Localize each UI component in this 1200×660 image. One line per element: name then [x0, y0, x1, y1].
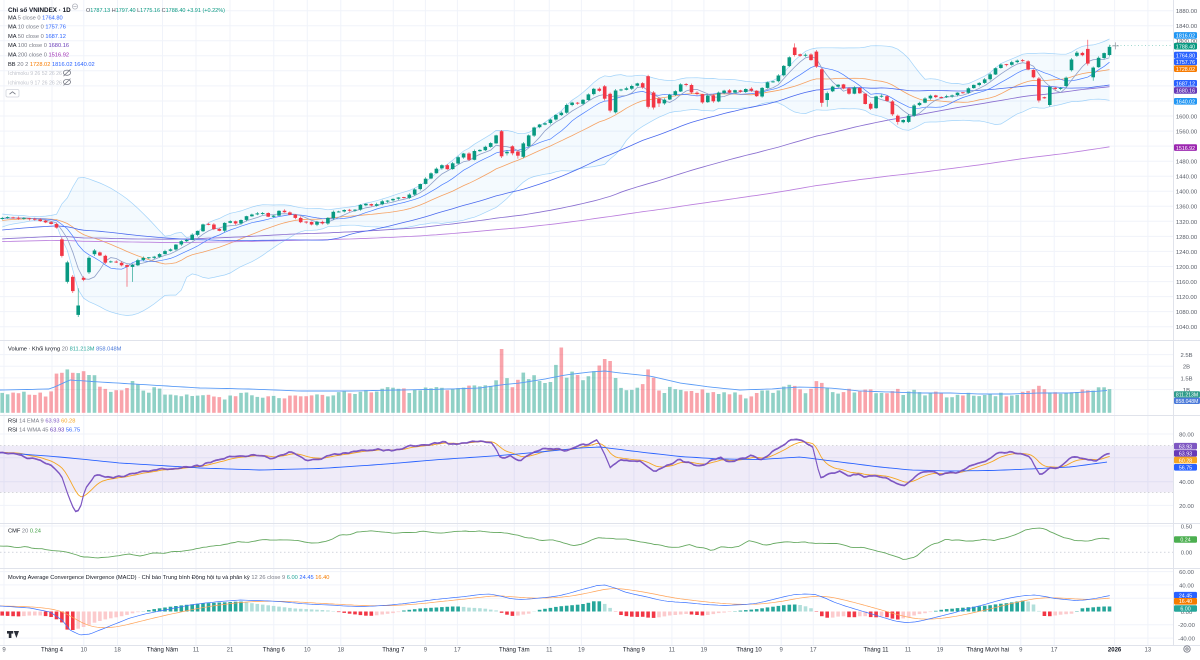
svg-text:1080.00: 1080.00: [1176, 310, 1198, 316]
svg-text:1240.00: 1240.00: [1176, 250, 1198, 256]
svg-text:RSI 14 WMA 45 63.93 56.75: RSI 14 WMA 45 63.93 56.75: [8, 427, 80, 433]
svg-text:0.24: 0.24: [1180, 538, 1190, 544]
svg-text:1B: 1B: [1183, 388, 1190, 394]
svg-text:17: 17: [454, 648, 461, 654]
svg-text:Tháng Tám: Tháng Tám: [499, 648, 530, 654]
svg-text:1360.00: 1360.00: [1176, 205, 1198, 211]
svg-text:0.50: 0.50: [1181, 524, 1193, 530]
svg-text:1120.00: 1120.00: [1176, 295, 1198, 301]
svg-text:1816.02: 1816.02: [1176, 34, 1195, 40]
svg-text:21: 21: [227, 648, 234, 654]
svg-text:1840.00: 1840.00: [1176, 24, 1198, 30]
svg-text:0.00: 0.00: [1181, 551, 1193, 557]
svg-text:1280.00: 1280.00: [1176, 235, 1198, 241]
svg-text:858.048M: 858.048M: [1176, 399, 1199, 405]
svg-text:Tháng 6: Tháng 6: [263, 648, 286, 654]
svg-text:9: 9: [1019, 648, 1023, 654]
svg-text:Ichimoku 9 17 26 26 26: Ichimoku 9 17 26 26 26: [8, 80, 62, 86]
svg-text:63.93: 63.93: [1179, 444, 1192, 450]
svg-text:13: 13: [1145, 648, 1152, 654]
svg-text:2B: 2B: [1183, 365, 1190, 371]
svg-text:1687.12: 1687.12: [1176, 82, 1195, 88]
svg-text:Ichimoku 9 26 52 26 26: Ichimoku 9 26 52 26 26: [8, 71, 62, 77]
svg-text:80.00: 80.00: [1179, 432, 1194, 438]
svg-text:Tháng Mười hai: Tháng Mười hai: [966, 648, 1009, 654]
svg-text:1764.80: 1764.80: [1176, 53, 1195, 59]
svg-text:17: 17: [810, 648, 817, 654]
svg-text:1800.00: 1800.00: [1176, 39, 1198, 45]
svg-text:1480.00: 1480.00: [1176, 160, 1198, 166]
svg-text:1560.00: 1560.00: [1176, 130, 1198, 136]
svg-text:MA 5 close 0 1764.80: MA 5 close 0 1764.80: [8, 15, 63, 21]
svg-text:18: 18: [114, 648, 121, 654]
svg-text:Tháng 10: Tháng 10: [736, 648, 762, 654]
svg-text:Chỉ số VNINDEX · 1D: Chỉ số VNINDEX · 1D: [8, 6, 71, 14]
svg-text:18: 18: [337, 648, 344, 654]
svg-text:1516.92: 1516.92: [1176, 146, 1195, 152]
svg-text:1.5B: 1.5B: [1180, 376, 1192, 382]
svg-text:Tháng 4: Tháng 4: [41, 648, 64, 654]
svg-text:1040.00: 1040.00: [1176, 325, 1198, 331]
svg-text:1640.02: 1640.02: [1176, 100, 1195, 106]
svg-text:MA 10 close 0 1757.76: MA 10 close 0 1757.76: [8, 25, 66, 31]
svg-text:1728.02: 1728.02: [1176, 67, 1195, 73]
svg-text:11: 11: [546, 648, 553, 654]
svg-text:1440.00: 1440.00: [1176, 175, 1198, 181]
svg-text:20.00: 20.00: [1179, 504, 1194, 510]
svg-text:811.213M: 811.213M: [1176, 393, 1198, 399]
svg-text:11: 11: [905, 648, 912, 654]
svg-text:Volume · Khối lượng 20 811.21: Volume · Khối lượng 20 811.213M 858.048M: [8, 346, 122, 352]
svg-text:Tháng 11: Tháng 11: [864, 648, 890, 654]
svg-text:1880.00: 1880.00: [1176, 9, 1198, 15]
svg-text:O1787.13 H1797.40 L1775.16 C17: O1787.13 H1797.40 L1775.16 C1788.40 +3.9…: [86, 8, 225, 14]
svg-text:10: 10: [304, 648, 311, 654]
svg-text:24.45: 24.45: [1179, 593, 1192, 599]
svg-text:63.93: 63.93: [1179, 452, 1192, 458]
svg-text:6.00: 6.00: [1180, 607, 1190, 613]
svg-text:1320.00: 1320.00: [1176, 220, 1198, 226]
svg-text:19: 19: [578, 648, 585, 654]
svg-text:BB 20 2 1728.02 1816.02 1640.: BB 20 2 1728.02 1816.02 1640.02: [8, 62, 95, 68]
svg-text:9: 9: [424, 648, 428, 654]
svg-text:1600.00: 1600.00: [1176, 114, 1198, 120]
svg-text:MA 50 close 0 1687.12: MA 50 close 0 1687.12: [8, 34, 66, 40]
svg-text:60.28: 60.28: [1179, 458, 1192, 464]
svg-text:16.40: 16.40: [1179, 599, 1192, 605]
svg-text:1200.00: 1200.00: [1176, 265, 1198, 271]
svg-text:10: 10: [80, 648, 87, 654]
svg-text:11: 11: [193, 648, 200, 654]
svg-text:Tháng 7: Tháng 7: [382, 648, 405, 654]
svg-text:-20.00: -20.00: [1178, 623, 1195, 629]
svg-text:Tháng 9: Tháng 9: [623, 648, 646, 654]
svg-text:17: 17: [1051, 648, 1058, 654]
svg-text:0.00: 0.00: [1181, 610, 1193, 616]
svg-text:1788.40: 1788.40: [1176, 44, 1195, 50]
svg-text:40.00: 40.00: [1179, 480, 1194, 486]
svg-text:40.00: 40.00: [1179, 583, 1194, 589]
svg-text:CMF 20 0.24: CMF 20 0.24: [8, 529, 41, 535]
svg-text:1400.00: 1400.00: [1176, 190, 1198, 196]
svg-text:MA 200 close 0 1516.92: MA 200 close 0 1516.92: [8, 53, 69, 59]
svg-text:RSI 14 EMA 9 63.93 60.28: RSI 14 EMA 9 63.93 60.28: [8, 418, 75, 424]
svg-text:Tháng Năm: Tháng Năm: [147, 648, 178, 654]
svg-text:9: 9: [780, 648, 784, 654]
svg-text:2026: 2026: [1108, 648, 1122, 654]
svg-text:56.75: 56.75: [1179, 466, 1192, 472]
svg-text:11: 11: [669, 648, 676, 654]
svg-text:2.5B: 2.5B: [1180, 353, 1192, 359]
svg-text:Moving Average Convergence Div: Moving Average Convergence Divergence (M…: [8, 574, 329, 581]
svg-text:9: 9: [2, 648, 6, 654]
svg-text:1160.00: 1160.00: [1176, 280, 1198, 286]
svg-text:19: 19: [701, 648, 708, 654]
svg-text:19: 19: [937, 648, 944, 654]
svg-text:1757.76: 1757.76: [1176, 60, 1195, 66]
svg-text:-40.00: -40.00: [1178, 637, 1195, 643]
svg-text:1680.16: 1680.16: [1176, 89, 1195, 95]
svg-text:MA 100 close 0 1680.16: MA 100 close 0 1680.16: [8, 43, 69, 49]
svg-text:60.00: 60.00: [1179, 570, 1194, 576]
